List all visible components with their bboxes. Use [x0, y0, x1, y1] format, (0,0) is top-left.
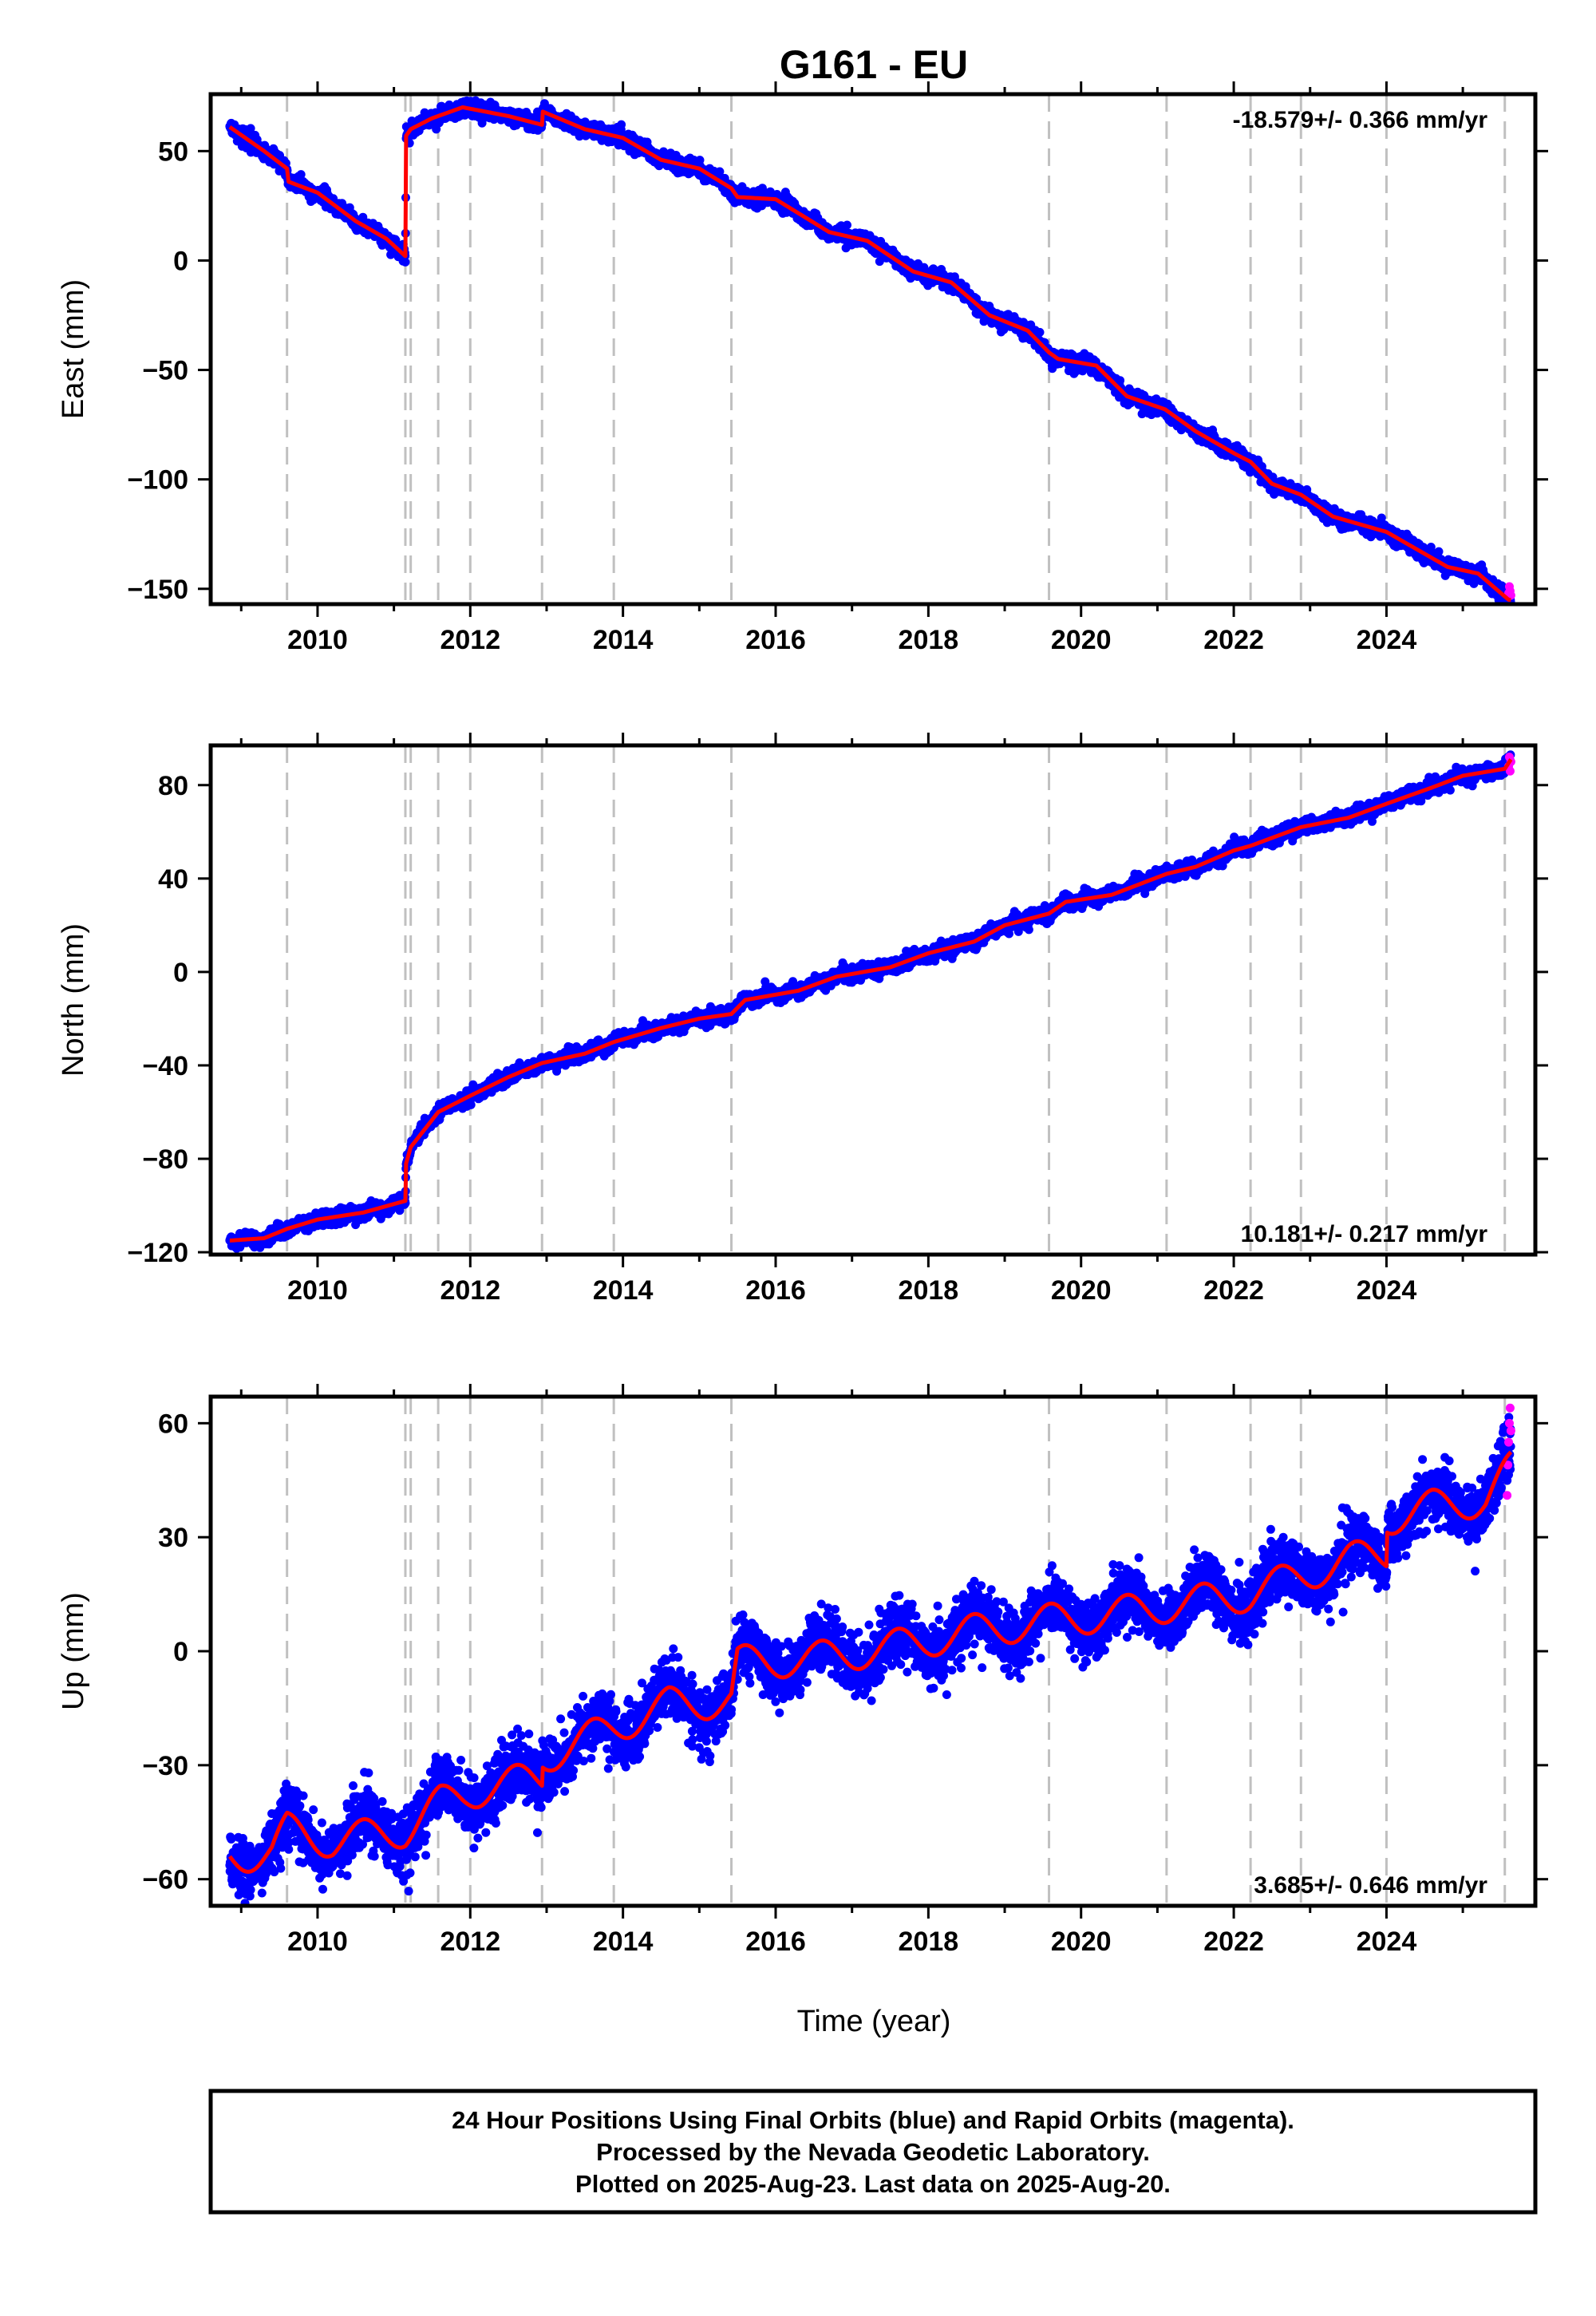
- plot-area: [225, 94, 1515, 604]
- y-tick-label: −60: [142, 1865, 188, 1895]
- y-tick-label: 80: [158, 771, 188, 801]
- rapid-orbit-point: [1505, 766, 1515, 776]
- plot-frame: [208, 743, 1538, 1257]
- x-tick-label: 2016: [745, 625, 806, 655]
- x-tick-label: 2020: [1051, 1927, 1112, 1957]
- panel-up: 2010 2012 2014 2016 2018 2020 2022 2024 60 30 0 −30…: [57, 1384, 1548, 1957]
- x-tick-label: 2018: [899, 625, 959, 655]
- plot-area: [225, 1397, 1515, 1906]
- model-fit-line: [228, 105, 1512, 602]
- final-orbit-points: [225, 750, 1515, 1253]
- x-tick-label: 2012: [440, 625, 500, 655]
- final-orbit-points: [225, 96, 1515, 604]
- y-tick-label: −40: [142, 1051, 188, 1081]
- y-axis-title: Up (mm): [57, 1592, 90, 1710]
- velocity-rate-label: 10.181+/- 0.217 mm/yr: [1241, 1221, 1488, 1247]
- y-tick-label: −120: [127, 1238, 188, 1268]
- x-tick-label: 2022: [1203, 625, 1264, 655]
- y-tick-label: −100: [127, 465, 188, 496]
- x-tick-label: 2012: [440, 1275, 500, 1306]
- rapid-orbit-point: [1503, 1491, 1512, 1500]
- x-tick-label: 2018: [899, 1275, 959, 1306]
- footer-line-3: Plotted on 2025-Aug-23. Last data on 202…: [575, 2170, 1171, 2198]
- x-tick-label: 2022: [1203, 1275, 1264, 1306]
- y-tick-label: 60: [158, 1409, 188, 1439]
- rapid-orbit-point: [1505, 1403, 1515, 1413]
- rapid-orbit-point: [1503, 1460, 1513, 1470]
- x-tick-label: 2014: [593, 1275, 654, 1306]
- y-tick-label: 0: [173, 246, 188, 276]
- x-axis-title: Time (year): [797, 2005, 951, 2038]
- footer-box: 24 Hour Positions Using Final Orbits (bl…: [208, 2089, 1538, 2215]
- x-tick-label: 2020: [1051, 625, 1112, 655]
- x-tick-label: 2016: [745, 1927, 806, 1957]
- x-tick-label: 2024: [1357, 625, 1417, 655]
- x-tick-label: 2012: [440, 1927, 500, 1957]
- rapid-orbit-point: [1504, 1437, 1514, 1447]
- velocity-rate-label: -18.579+/- 0.366 mm/yr: [1233, 107, 1488, 133]
- y-tick-label: −80: [142, 1144, 188, 1175]
- y-axis-title: East (mm): [57, 279, 90, 419]
- rapid-orbit-point: [1504, 1418, 1514, 1428]
- y-tick-label: 0: [173, 1637, 188, 1667]
- model-fit-line: [227, 1450, 1513, 1874]
- x-tick-label: 2016: [745, 1275, 806, 1306]
- y-tick-label: −50: [142, 356, 188, 386]
- panel-east: 2010 2012 2014 2016 2018 2020 2022 2024 50 0 −50 −1…: [57, 81, 1548, 655]
- chart-title: G161 - EU: [780, 42, 968, 87]
- footer-line-1: 24 Hour Positions Using Final Orbits (bl…: [452, 2106, 1294, 2134]
- plot-area: [225, 745, 1515, 1255]
- y-tick-label: 30: [158, 1523, 188, 1553]
- x-tick-label: 2014: [593, 1927, 654, 1957]
- rapid-orbit-point: [1506, 1426, 1515, 1436]
- x-tick-label: 2024: [1357, 1927, 1417, 1957]
- y-tick-label: −150: [127, 575, 188, 605]
- plot-frame: [208, 92, 1538, 607]
- y-tick-label: 40: [158, 864, 188, 895]
- footer-line-2: Processed by the Nevada Geodetic Laborat…: [596, 2138, 1150, 2166]
- velocity-rate-label: 3.685+/- 0.646 mm/yr: [1254, 1872, 1487, 1899]
- x-tick-label: 2022: [1203, 1927, 1264, 1957]
- footer-border: [208, 2089, 1538, 2215]
- x-tick-label: 2014: [593, 625, 654, 655]
- x-tick-label: 2024: [1357, 1275, 1417, 1306]
- y-axis-title: North (mm): [57, 923, 90, 1077]
- y-tick-label: 0: [173, 958, 188, 988]
- x-tick-label: 2010: [287, 625, 348, 655]
- x-tick-label: 2010: [287, 1275, 348, 1306]
- x-tick-label: 2018: [899, 1927, 959, 1957]
- y-tick-label: −30: [142, 1751, 188, 1781]
- panel-north: 2010 2012 2014 2016 2018 2020 2022 2024 80 40 0 −40…: [57, 733, 1548, 1306]
- y-tick-label: 50: [158, 136, 188, 167]
- x-tick-label: 2010: [287, 1927, 348, 1957]
- model-fit-line: [228, 758, 1513, 1243]
- x-tick-label: 2020: [1051, 1275, 1112, 1306]
